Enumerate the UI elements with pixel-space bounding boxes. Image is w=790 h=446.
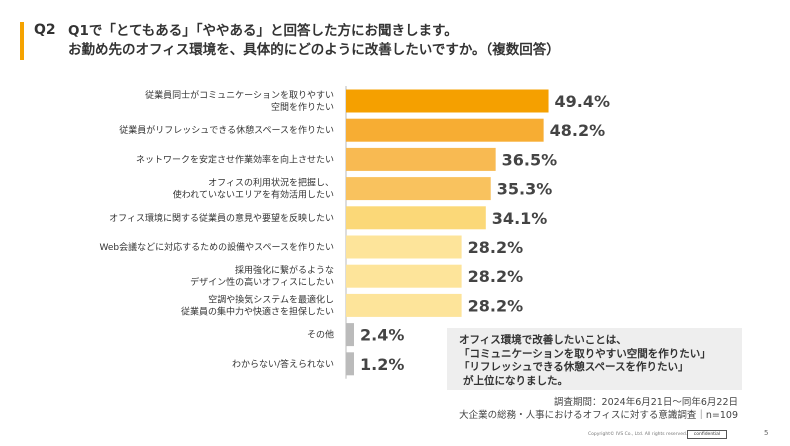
bar-2 (346, 118, 544, 142)
category-label-6-1: Web会議などに対応するための設備やスペースを作りたい (99, 241, 334, 253)
category-label-5-1: オフィス環境に関する従業員の意見や要望を反映したい (109, 212, 334, 224)
value-label-2: 48.2% (550, 121, 606, 140)
category-label-7-2: デザイン性の高いオフィスにしたい (190, 276, 334, 288)
category-label-3-1: ネットワークを安定させ作業効率を向上させたい (136, 153, 334, 165)
page-number: 5 (764, 429, 769, 437)
value-label-1: 49.4% (555, 92, 611, 111)
bar-8 (346, 293, 462, 317)
category-label-8-1: 空調や換気システムを最適化し (208, 293, 334, 305)
summary-note: オフィス環境で改善したいことは、 「コミュニケーションを取りやすい空間を作りたい… (447, 328, 742, 390)
note-line-1: オフィス環境で改善したいことは、 (459, 334, 627, 346)
question-number: Q2 (34, 22, 56, 38)
category-label-1-1: 従業員同士がコミュニケーションを取りやすい (145, 89, 334, 101)
bar-5 (346, 206, 486, 230)
question-line-2: お勤め先のオフィス環境を、具体的にどのように改善したいですか。（複数回答） (68, 42, 560, 58)
category-label-9-1: その他 (307, 329, 334, 341)
note-line-4: が上位になりました。 (463, 374, 568, 387)
bar-3 (346, 147, 496, 171)
category-label-2-1: 従業員がリフレッシュできる休憩スペースを作りたい (119, 124, 334, 136)
value-label-4: 35.3% (497, 180, 553, 199)
value-label-8: 28.2% (468, 296, 524, 315)
copyright: Copyright© IVS Co., Ltd. All rights rese… (588, 432, 688, 437)
value-label-7: 28.2% (468, 267, 524, 286)
category-label-1-2: 空間を作りたい (271, 101, 334, 113)
survey-name: 大企業の総務・人事におけるオフィスに対する意識調査｜n=109 (459, 410, 738, 421)
category-label-8-2: 従業員の集中力や快適さを担保したい (181, 305, 334, 317)
category-label-4-1: オフィスの利用状況を把握し、 (208, 177, 334, 189)
bar-6 (346, 235, 462, 259)
value-label-9: 2.4% (360, 326, 404, 345)
value-label-3: 36.5% (502, 150, 558, 169)
bar-1 (346, 89, 549, 113)
confidential-badge: confidential (687, 430, 727, 439)
question-text: Q1で「とてもある」「ややある」と回答した方にお聞きします。 お勤め先のオフィス… (68, 22, 560, 60)
bar-4 (346, 177, 491, 201)
question-line-1: Q1で「とてもある」「ややある」と回答した方にお聞きします。 (68, 23, 458, 39)
category-label-10-1: わからない/答えられない (232, 358, 334, 370)
category-label-7-1: 採用強化に繋がるような (235, 264, 334, 276)
note-line-2: 「コミュニケーションを取りやすい空間を作りたい」 (459, 347, 711, 360)
survey-source: 調査期間：2024年6月21日〜同年6月22日 大企業の総務・人事におけるオフィ… (459, 396, 738, 422)
value-label-6: 28.2% (468, 238, 524, 257)
bar-7 (346, 264, 462, 288)
title-accent-bar (20, 22, 24, 60)
category-label-4-2: 使われていないエリアを有効活用したい (173, 189, 334, 201)
survey-period: 調査期間：2024年6月21日〜同年6月22日 (554, 397, 738, 408)
value-label-10: 1.2% (360, 355, 404, 374)
note-line-3: 「リフレッシュできる休憩スペースを作りたい」 (459, 361, 689, 373)
bar-10 (346, 352, 354, 376)
value-label-5: 34.1% (492, 209, 548, 228)
bar-9 (346, 323, 354, 347)
